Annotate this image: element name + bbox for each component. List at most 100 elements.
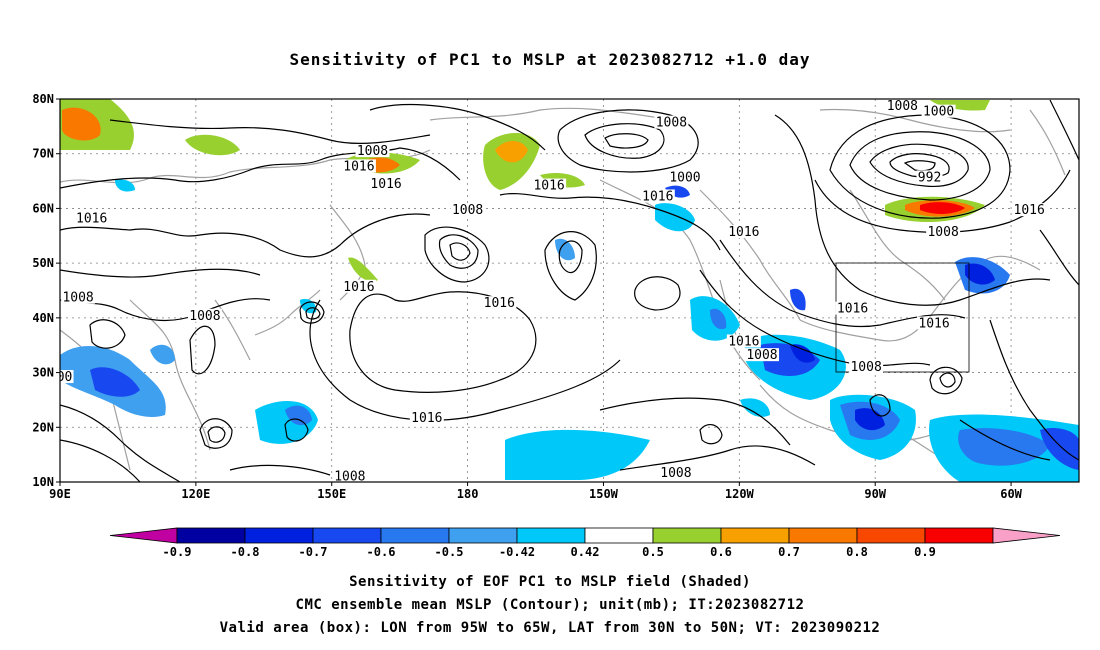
contour-label-bg: [355, 144, 390, 158]
contour-label-bg: [332, 469, 367, 482]
contour-label-bg: [640, 189, 675, 203]
colorbar-arrow-high: [992, 527, 1061, 544]
colorbar: -0.9 -0.8 -0.7 -0.6 -0.5 -0.42 0.42 0.5 0.6 0.7 0.…: [109, 527, 1061, 559]
contour-label: 1008: [660, 466, 691, 481]
caption-line-2: CMC ensemble mean MSLP (Contour); unit(m…: [295, 597, 805, 613]
lat-tick-label: 10N: [32, 475, 54, 489]
lat-tick-label: 60N: [32, 201, 54, 215]
map-frame: [59, 98, 1080, 483]
contour-label: 1016: [642, 189, 673, 204]
caption-line-1: Sensitivity of EOF PC1 to MSLP field (Sh…: [349, 574, 751, 590]
lon-tick-label: 120E: [181, 487, 210, 501]
lat-tick-label: 20N: [32, 420, 54, 434]
contour-label-bg: [917, 316, 952, 330]
contour-label: 1008: [62, 291, 93, 306]
colorbar-bin: [244, 527, 314, 544]
contour-label: 1016: [370, 177, 401, 192]
contour-label-bg: [74, 211, 109, 225]
contour-label-bg: [658, 465, 693, 479]
contour-label-bg: [60, 370, 74, 384]
contour-label-bg: [926, 225, 961, 239]
lon-tick-label: 60W: [1000, 487, 1022, 501]
contour-label: 1008: [927, 225, 958, 240]
lat-tick-label: 80N: [32, 92, 54, 106]
colorbar-tick-label: -0.5: [435, 545, 464, 559]
caption-line-3: Valid area (box): LON from 95W to 65W, L…: [219, 620, 881, 636]
contour-label: 1008: [656, 116, 687, 131]
contour-label-bg: [187, 308, 222, 322]
contour-label-bg: [369, 176, 404, 190]
contour-label: 1016: [343, 280, 374, 295]
contour-label: 1000: [669, 170, 700, 185]
map-panel: 1008100810001016101610161016100810161008…: [32, 92, 1080, 559]
colorbar-tick-label: -0.9: [163, 545, 192, 559]
colorbar-tick-label: -0.6: [367, 545, 396, 559]
colorbar-bin: [720, 527, 790, 544]
contour-label: 1016: [411, 411, 442, 426]
colorbar-bin: [924, 527, 994, 544]
contour-label-bg: [744, 348, 779, 362]
colorbar-tick-label: -0.8: [231, 545, 260, 559]
colorbar-tick-label: 0.5: [642, 545, 664, 559]
contour-label: 00: [57, 370, 73, 385]
colorbar-bin: [312, 527, 382, 544]
contour-label: 1008: [746, 348, 777, 363]
lon-tick-label: 120W: [725, 487, 755, 501]
lat-tick-label: 70N: [32, 147, 54, 161]
lat-tick-label: 40N: [32, 311, 54, 325]
contour-label: 1008: [334, 470, 365, 485]
lon-tick-label: 150W: [589, 487, 619, 501]
colorbar-bin: [856, 527, 926, 544]
colorbar-tick-label: -0.7: [299, 545, 328, 559]
lat-tick-label: 50N: [32, 256, 54, 270]
contour-label: 992: [918, 170, 941, 185]
contour-label-bg: [532, 178, 567, 192]
contour-label: 1008: [850, 360, 881, 375]
colorbar-tick-label: 0.9: [914, 545, 936, 559]
contour-label: 1016: [343, 159, 374, 174]
colorbar-tick-label: 0.8: [846, 545, 868, 559]
colorbar-bin: [176, 527, 246, 544]
map-frame-bg: [60, 99, 1079, 482]
valid-area-box: [835, 262, 970, 373]
contour-labels: 1008100810001016101610161016100810161008…: [57, 99, 1047, 485]
contour-label-bg: [921, 104, 956, 118]
colorbar-bin: [584, 527, 654, 544]
contour-label: 1000: [923, 105, 954, 120]
colorbar-arrow-low: [109, 527, 178, 544]
contour-label-bg: [835, 301, 870, 315]
contour-label-bg: [341, 159, 376, 173]
contour-label: 1016: [728, 225, 759, 240]
colorbar-bin: [516, 527, 586, 544]
coastlines: [60, 107, 1066, 474]
contour-label-bg: [409, 411, 444, 425]
contour-label-bg: [341, 279, 376, 293]
contour-label: 1008: [452, 203, 483, 218]
contour-label: 1008: [189, 309, 220, 324]
lon-tick-label: 90E: [49, 487, 71, 501]
contour-label: 1016: [484, 296, 515, 311]
colorbar-bin: [448, 527, 518, 544]
contour-label: 1008: [357, 144, 388, 159]
colorbar-bin: [380, 527, 450, 544]
contour-label-bg: [450, 203, 485, 217]
colorbar-tick-label: 0.42: [571, 545, 600, 559]
lat-tick-label: 30N: [32, 366, 54, 380]
contour-label: 1016: [728, 334, 759, 349]
colorbar-bin: [652, 527, 722, 544]
colorbar-tick-label: -0.42: [499, 545, 535, 559]
lon-tick-label: 90W: [864, 487, 886, 501]
lon-tick-label: 180: [457, 487, 479, 501]
contour-label-bg: [654, 115, 689, 129]
colorbar-bin: [788, 527, 858, 544]
contour-label-bg: [916, 170, 943, 184]
contour-label: 1016: [533, 179, 564, 194]
contour-label: 1016: [76, 211, 107, 226]
contour-label-bg: [1012, 203, 1047, 217]
contour-label: 1008: [887, 99, 918, 114]
contour-label-bg: [726, 225, 761, 239]
contour-label: 1016: [918, 316, 949, 331]
contour-label: 1016: [1014, 203, 1045, 218]
contour-label: 1016: [837, 302, 868, 317]
